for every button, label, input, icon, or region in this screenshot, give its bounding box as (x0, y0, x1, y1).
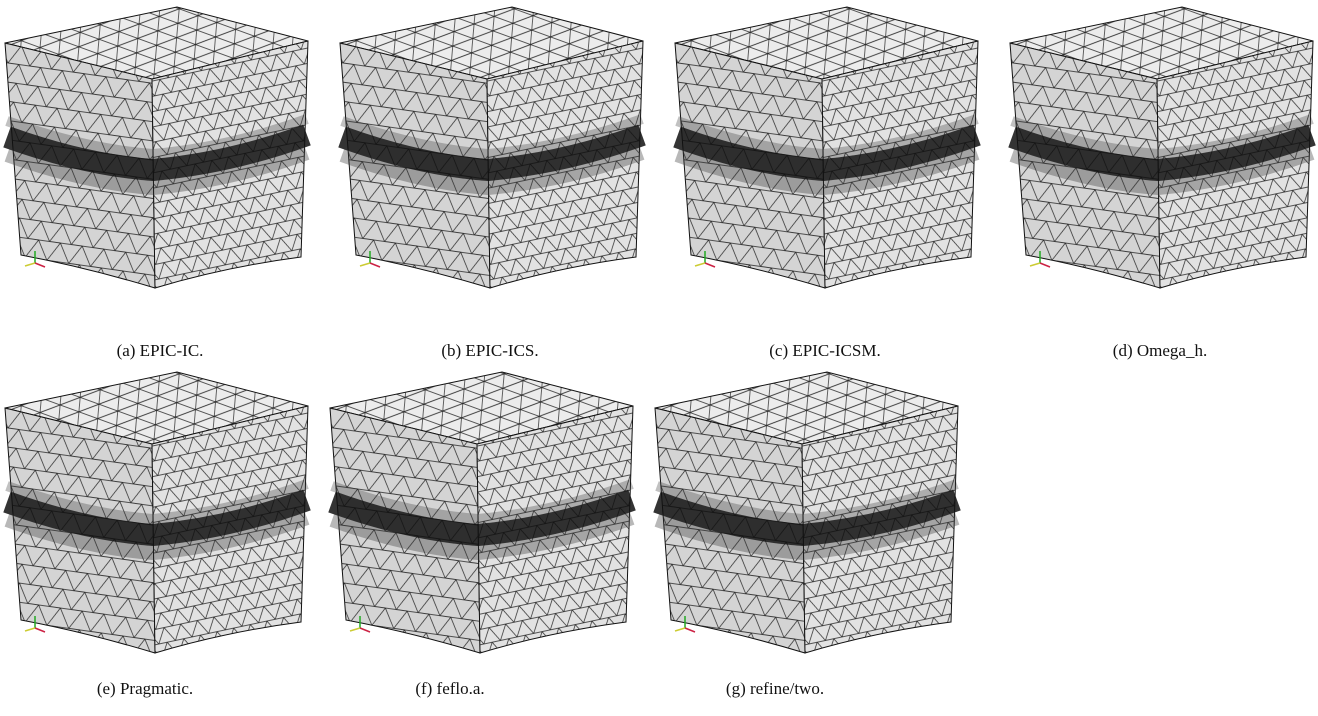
caption: (g) refine/two. (726, 679, 824, 698)
axis-z (25, 263, 35, 266)
axis-x (705, 263, 715, 267)
axis-x (1040, 263, 1050, 267)
axis-z (350, 628, 360, 631)
axis-z (360, 263, 370, 266)
caption: (a) EPIC-IC. (117, 341, 204, 360)
figure: (a) EPIC-IC. (b) EPIC-ICS. (c) EPIC-ICSM. (… (0, 0, 1318, 711)
axis-x (360, 628, 370, 632)
mesh-image (1010, 7, 1313, 288)
axis-x (35, 263, 45, 267)
axis-z (695, 263, 705, 266)
mesh-image (330, 372, 633, 653)
axis-x (685, 628, 695, 632)
caption: (e) Pragmatic. (97, 679, 193, 698)
mesh-image (5, 372, 308, 653)
axis-z (1030, 263, 1040, 266)
axis-z (25, 628, 35, 631)
mesh-image (675, 7, 978, 288)
axis-x (370, 263, 380, 267)
page: {"figure": {"subfigures": [ {"caption": … (0, 0, 1318, 711)
axis-x (35, 628, 45, 632)
caption: (b) EPIC-ICS. (441, 341, 538, 360)
mesh-image (5, 7, 308, 288)
caption: (f) feflo.a. (415, 679, 484, 698)
axis-z (675, 628, 685, 631)
mesh-image (655, 372, 958, 653)
caption: (c) EPIC-ICSM. (769, 341, 880, 360)
mesh-image (340, 7, 643, 288)
caption: (d) Omega_h. (1113, 341, 1207, 360)
